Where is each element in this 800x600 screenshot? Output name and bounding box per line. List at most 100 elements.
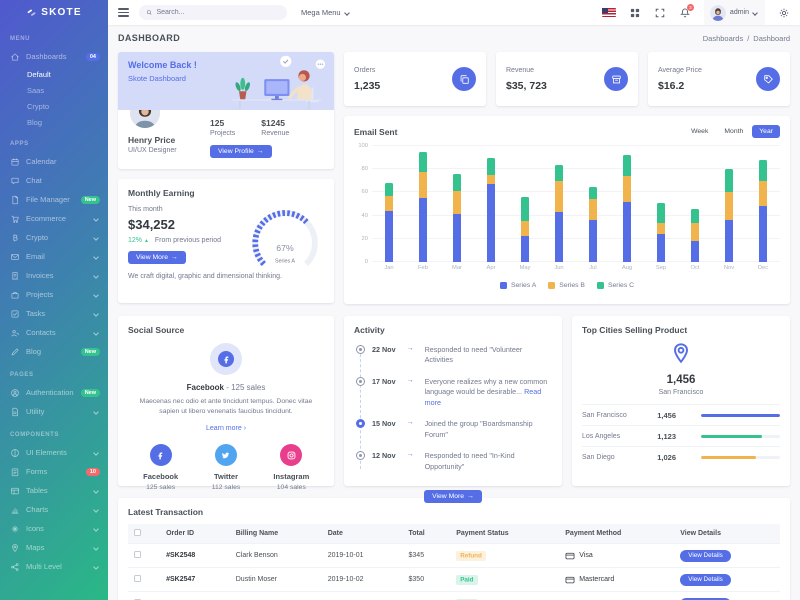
sidebar-item-invoices[interactable]: Invoices (0, 266, 108, 285)
sidebar-item-crypto[interactable]: Crypto (0, 228, 108, 247)
top-city-value: 1,456 (666, 374, 696, 386)
social-item-twitter[interactable]: Twitter 112 sales (193, 444, 258, 491)
chevron-down-icon (93, 291, 99, 298)
social-item-instagram[interactable]: Instagram 104 sales (259, 444, 324, 491)
tab-year[interactable]: Year (752, 125, 780, 138)
stat-card-orders: Orders 1,235 (344, 52, 486, 106)
search-box[interactable] (139, 5, 287, 20)
read-more-link[interactable]: Read more (424, 387, 542, 407)
stacked-bar (589, 186, 597, 262)
sidebar-item-email[interactable]: Email (0, 247, 108, 266)
welcome-banner: Welcome Back ! Skote Dashboard (118, 52, 334, 110)
monthly-earning-card: Monthly Earning This month $34,252 12% F… (118, 179, 334, 303)
mega-menu-button[interactable]: Mega Menu (301, 8, 351, 17)
user-menu-button[interactable]: admin (703, 0, 765, 25)
payment-status-cell: Refund (450, 543, 560, 568)
sidebar-item-authentication[interactable]: Authentication New (0, 383, 108, 402)
contacts-icon (10, 328, 20, 338)
bar-group-jul (576, 146, 610, 262)
select-all-header (128, 524, 161, 544)
gridline (372, 237, 780, 239)
sidebar-item-blog[interactable]: Blog New (0, 342, 108, 361)
sidebar-item-chat[interactable]: Chat (0, 171, 108, 190)
sidebar-subitem-crypto[interactable]: Crypto (27, 101, 50, 111)
map-pin-icon (582, 341, 780, 370)
city-name: San Diego (582, 453, 615, 461)
menu-toggle-icon[interactable] (118, 8, 129, 17)
x-axis-label: Nov (723, 265, 735, 271)
sidebar-section-components: COMPONENTS (10, 432, 60, 438)
view-details-button[interactable]: View Details (680, 573, 731, 586)
view-more-button[interactable]: View More (128, 251, 186, 264)
sidebar-item-tasks[interactable]: Tasks (0, 304, 108, 323)
sidebar-item-file-manager[interactable]: File Manager New (0, 190, 108, 209)
sidebar-subitem-blog[interactable]: Blog (27, 117, 43, 127)
total-cell: $350 (402, 567, 451, 592)
tab-month[interactable]: Month (717, 125, 750, 138)
select-all-checkbox[interactable] (134, 529, 141, 536)
row-select-cell (128, 567, 161, 592)
settings-button[interactable] (778, 7, 790, 19)
activity-view-more-button[interactable]: View More (424, 489, 482, 503)
monthly-earning-delta: 12% From previous period (128, 237, 324, 244)
billing-name-cell: William Cruz (229, 591, 322, 600)
copy-icon (452, 67, 476, 91)
bar-segment-series-b (725, 192, 733, 221)
learn-more-link[interactable]: Learn more (206, 425, 246, 432)
bitcoin-icon (10, 233, 20, 243)
sidebar-item-ecommerce[interactable]: Ecommerce (0, 209, 108, 228)
topbar-actions: 3 admin (601, 0, 790, 25)
sidebar-item-icons[interactable]: Icons (0, 519, 108, 538)
user-avatar (709, 4, 726, 21)
timeline-dot-icon (356, 419, 365, 429)
sidebar-item-utility[interactable]: Utility (0, 402, 108, 421)
social-item-facebook[interactable]: Facebook 125 sales (128, 444, 193, 491)
row-checkbox[interactable] (134, 551, 141, 558)
tab-week[interactable]: Week (684, 125, 715, 138)
timeline-dot-icon (356, 376, 365, 386)
row-checkbox[interactable] (134, 575, 141, 582)
activity-date: 17 Nov (372, 376, 396, 386)
city-value: 1,026 (657, 452, 677, 462)
sidebar-item-calendar[interactable]: Calendar (0, 152, 108, 171)
city-progress-bar (700, 434, 762, 438)
arrow-right-icon (171, 254, 178, 261)
apps-grid-button[interactable] (629, 7, 641, 19)
table-row: #SK2546William Cruz2019-10-03$374 Paid COD… (128, 591, 780, 600)
sidebar-item-forms[interactable]: Forms 10 (0, 462, 108, 481)
sidebar-item-multi-level[interactable]: Multi Level (0, 557, 108, 576)
sidebar-subitem-default[interactable]: Default (27, 69, 51, 79)
bar-segment-series-c (521, 197, 529, 222)
search-input[interactable] (156, 9, 280, 16)
welcome-profile: Henry Price UI/UX Designer 125 Projects (118, 96, 334, 158)
chevron-down-icon (93, 329, 99, 336)
breadcrumb-parent[interactable]: Dashboards (702, 33, 744, 43)
view-details-button[interactable]: View Details (680, 549, 731, 562)
city-progress-bar (700, 413, 780, 417)
sidebar-item-dashboards[interactable]: Dashboards 04 (0, 47, 108, 66)
sidebar-item-charts[interactable]: Charts (0, 500, 108, 519)
payment-method: Mastercard (565, 575, 668, 585)
logo[interactable]: SKOTE (0, 0, 108, 25)
chevron-down-icon (93, 234, 99, 241)
activity-view-more-label: View More (432, 492, 465, 500)
fullscreen-button[interactable] (654, 7, 666, 19)
legend-label: Series B (559, 282, 585, 289)
bar-segment-series-b (487, 175, 495, 185)
order-id-cell: #SK2546 (160, 591, 230, 600)
welcome-illustration (231, 55, 326, 110)
sidebar-item-maps[interactable]: Maps (0, 538, 108, 557)
sidebar-item-contacts[interactable]: Contacts (0, 323, 108, 342)
profile-stat-revenue: $1245 Revenue (261, 118, 289, 137)
sidebar-item-tables[interactable]: Tables (0, 481, 108, 500)
view-details-button[interactable]: View Details (680, 597, 731, 600)
sidebar-subitem-saas[interactable]: Saas (27, 85, 45, 95)
sidebar-item-ui-elements[interactable]: UI Elements (0, 443, 108, 462)
language-flag-button[interactable] (601, 8, 616, 17)
legend-item-series-a: Series A (499, 282, 536, 289)
notifications-button[interactable]: 3 (679, 3, 694, 19)
revenue-label: Revenue (261, 130, 290, 137)
sidebar-item-projects[interactable]: Projects (0, 285, 108, 304)
view-profile-button[interactable]: View Profile (210, 145, 272, 158)
stacked-bar (453, 173, 461, 262)
